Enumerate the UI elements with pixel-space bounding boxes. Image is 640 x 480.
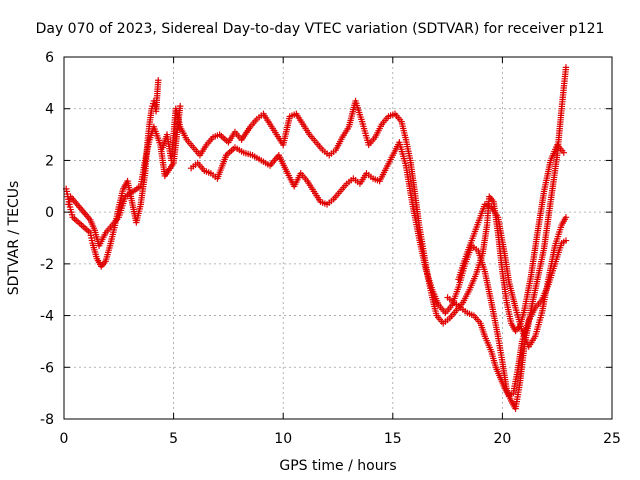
- y-tick-label: -8: [40, 412, 54, 428]
- x-tick-label: 25: [603, 431, 621, 447]
- y-tick-label: 2: [45, 153, 54, 169]
- data-points: [62, 64, 570, 412]
- data-point: [176, 102, 184, 110]
- y-tick-label: 6: [45, 50, 54, 66]
- axis-ticks: 0 5 10 15 20 25 -8 -6 -4 -2 0 2 4 6: [40, 50, 621, 447]
- x-axis-label: GPS time / hours: [279, 458, 396, 474]
- y-tick-label: 4: [45, 102, 54, 118]
- y-tick-label: -2: [40, 257, 54, 273]
- x-tick-label: 20: [493, 431, 511, 447]
- y-tick-label: -6: [40, 360, 54, 376]
- data-point: [562, 214, 570, 221]
- data-point: [155, 77, 162, 84]
- data-point: [562, 64, 570, 71]
- data-point: [562, 237, 570, 244]
- data-point: [560, 149, 567, 156]
- y-axis-label: SDTVAR / TECUs: [6, 181, 22, 296]
- chart-title: Day 070 of 2023, Sidereal Day-to-day VTE…: [36, 21, 605, 37]
- plot-frame: [63, 56, 613, 420]
- x-tick-label: 10: [274, 431, 292, 447]
- y-tick-label: 0: [45, 205, 54, 221]
- x-tick-label: 5: [169, 431, 178, 447]
- y-tick-label: -4: [40, 309, 54, 325]
- x-tick-label: 15: [384, 431, 402, 447]
- grid-lines: [64, 57, 612, 419]
- x-tick-label: 0: [60, 431, 69, 447]
